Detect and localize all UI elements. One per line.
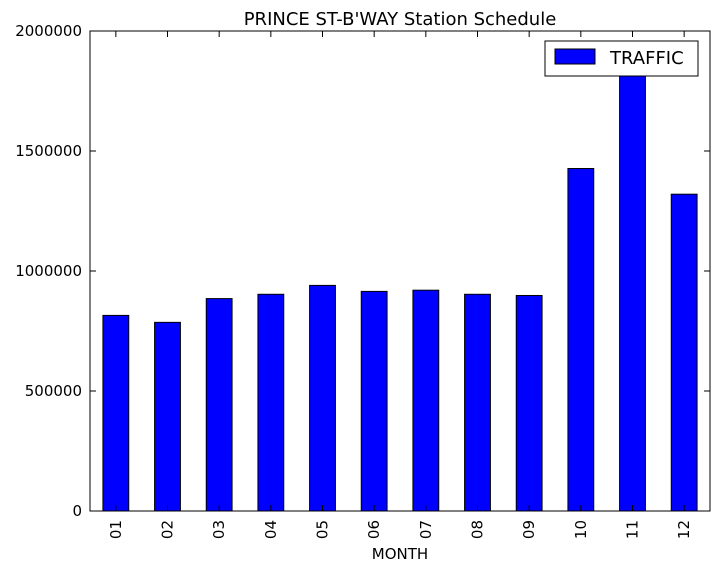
x-tick-label-01: 01 [107, 520, 125, 539]
x-tick-label-04: 04 [262, 520, 280, 539]
bar-09 [515, 294, 543, 512]
bar-04 [257, 293, 285, 512]
bars-group [102, 73, 698, 512]
bar-03 [205, 298, 233, 512]
x-axis: 01 02 03 04 05 06 07 08 09 10 11 12 [107, 31, 693, 539]
y-axis: 0 500000 1000000 1500000 2000000 [15, 22, 710, 520]
x-tick-label-07: 07 [417, 520, 435, 539]
bar-02 [154, 321, 181, 512]
x-axis-label: MONTH [372, 545, 428, 563]
bar-11 [619, 73, 646, 512]
x-tick-label-05: 05 [314, 520, 332, 539]
x-tick-label-09: 09 [520, 520, 538, 539]
legend-swatch [554, 48, 596, 65]
bar-12 [670, 193, 698, 512]
bar-05 [309, 284, 336, 512]
y-tick-label: 1000000 [15, 262, 82, 280]
legend-label: TRAFFIC [609, 48, 684, 69]
bar-01 [102, 314, 130, 512]
x-tick-label-06: 06 [365, 520, 383, 539]
y-tick-label: 2000000 [15, 22, 82, 40]
bar-07 [412, 289, 440, 512]
y-tick-label: 1500000 [15, 142, 82, 160]
y-tick-label: 500000 [25, 382, 82, 400]
chart-title: PRINCE ST-B'WAY Station Schedule [244, 9, 557, 30]
x-tick-label-10: 10 [572, 520, 590, 539]
x-tick-label-02: 02 [159, 520, 177, 539]
y-tick-label: 0 [72, 502, 82, 520]
bar-08 [464, 293, 491, 512]
legend: TRAFFIC [544, 40, 699, 77]
x-tick-label-12: 12 [675, 520, 693, 539]
x-tick-label-11: 11 [624, 520, 642, 539]
x-tick-label-03: 03 [210, 520, 228, 539]
bar-06 [360, 290, 388, 512]
x-tick-label-08: 08 [469, 520, 487, 539]
bar-10 [567, 168, 595, 512]
